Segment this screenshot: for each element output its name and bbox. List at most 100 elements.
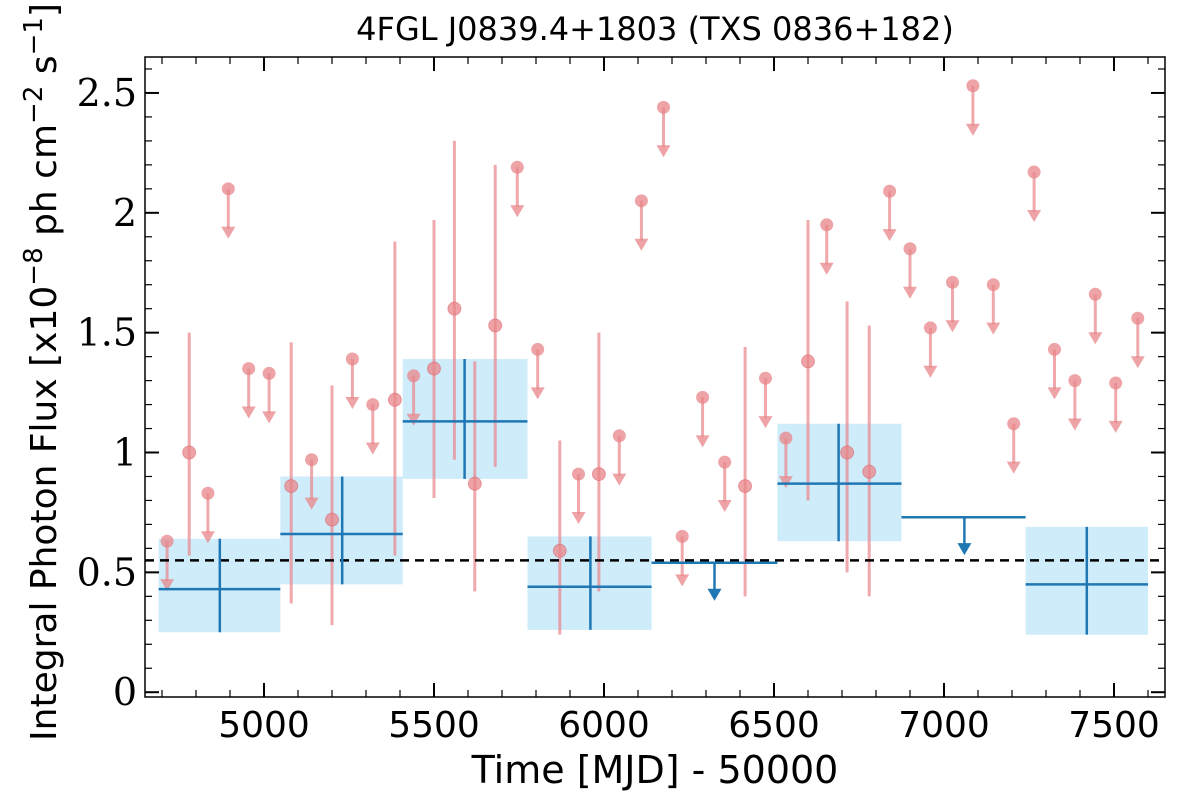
- x-tick-label: 5500: [388, 705, 480, 746]
- short-bin-point: [325, 512, 339, 527]
- short-bin-upper-limit-arrow: [510, 205, 525, 218]
- short-bin-point: [182, 445, 197, 460]
- short-bin-upper-limit-point: [779, 431, 793, 445]
- short-bin-upper-limit-arrow: [1027, 209, 1042, 222]
- short-bin-upper-limit-point: [242, 362, 256, 376]
- short-bin-upper-limit-point: [718, 455, 732, 469]
- y-axis-label-exponent: −1: [19, 17, 49, 55]
- y-tick-label: 0: [113, 670, 137, 714]
- y-tick-label: 0.5: [77, 550, 137, 594]
- short-bin-upper-limit-point: [572, 467, 585, 481]
- short-bin-upper-limit-arrow: [262, 411, 277, 424]
- short-bin-upper-limit-point: [1007, 417, 1021, 431]
- short-bin-upper-limit-point: [1109, 376, 1123, 390]
- x-tick-label: 7500: [1068, 705, 1160, 746]
- short-bin-upper-limit-arrow: [923, 365, 938, 378]
- short-bin-upper-limit-point: [675, 529, 689, 543]
- short-bin-point: [467, 476, 482, 491]
- short-bin-upper-limit-point: [657, 100, 670, 114]
- x-tick-label: 5000: [218, 705, 310, 746]
- short-bin-upper-limit-arrow: [1006, 461, 1021, 474]
- short-bin-upper-limit-point: [966, 79, 980, 93]
- y-tick-label: 1.5: [77, 311, 137, 355]
- short-bin-upper-limit-point: [305, 453, 319, 467]
- y-axis-label-part: Integral Photon Flux [x10: [24, 286, 65, 741]
- short-bin-upper-limit-point: [696, 390, 710, 404]
- short-bin-upper-limit-arrow: [819, 262, 834, 275]
- short-bin-upper-limit-point: [262, 366, 276, 380]
- short-bin-upper-limit-point: [612, 429, 626, 443]
- short-bin-upper-limit-arrow: [945, 320, 960, 333]
- short-bin-point: [552, 543, 567, 558]
- y-axis-label: Integral Photon Flux [x10−8 ph cm−2 s−1]: [19, 3, 65, 741]
- x-tick-label: 6500: [728, 705, 820, 746]
- x-axis-label: Time [MJD] - 50000: [471, 748, 839, 792]
- short-bin-upper-limit-arrow: [160, 579, 175, 592]
- short-bin-point: [284, 479, 299, 494]
- short-bin-point: [488, 318, 503, 333]
- short-bin-upper-limit-arrow: [612, 473, 627, 486]
- short-bin-point: [801, 354, 815, 369]
- short-bin-upper-limit-point: [1088, 287, 1102, 301]
- short-bin-upper-limit-arrow: [1067, 418, 1082, 431]
- short-bin-upper-limit-arrow: [717, 500, 732, 513]
- short-bin-upper-limit-point: [407, 369, 421, 383]
- short-bin-upper-limit-point: [510, 160, 524, 174]
- short-bin-upper-limit-point: [1048, 342, 1061, 356]
- short-bin-point: [840, 445, 855, 460]
- short-bin-upper-limit-arrow: [634, 238, 649, 251]
- short-bin-upper-limit-point: [759, 371, 772, 385]
- short-bin-upper-limit-arrow: [778, 476, 793, 489]
- short-bin-upper-limit-point: [1027, 165, 1041, 179]
- short-bin-upper-limit-point: [366, 398, 380, 412]
- short-bin-upper-limit-arrow: [530, 387, 545, 400]
- short-bin-upper-limit-point: [986, 278, 1000, 292]
- y-axis-label-part: s: [24, 55, 65, 85]
- short-bin-upper-limit-arrow: [304, 497, 319, 510]
- y-axis-label-part: ph cm: [24, 124, 65, 247]
- short-bin-upper-limit-arrow: [1130, 356, 1145, 369]
- short-bin-upper-limit-point: [201, 486, 215, 500]
- chart-title: 4FGL J0839.4+1803 (TXS 0836+182): [356, 10, 954, 48]
- short-bin-upper-limit-point: [531, 342, 545, 356]
- short-bin-upper-limit-arrow: [1108, 420, 1123, 433]
- short-bin-upper-limit-arrow: [758, 416, 773, 429]
- short-bin-upper-limit-arrow: [221, 226, 236, 239]
- short-bin-upper-limit-point: [1068, 374, 1082, 388]
- short-bin-upper-limit-arrow: [903, 286, 917, 299]
- short-bin-upper-limit-point: [160, 534, 174, 548]
- short-bin-upper-limit-point: [946, 275, 959, 289]
- short-bin-upper-limit-arrow: [200, 531, 215, 544]
- short-bin-point: [447, 301, 462, 316]
- short-bin-upper-limit-arrow: [365, 442, 380, 455]
- x-tick-label: 7000: [898, 705, 990, 746]
- short-bin-upper-limit-point: [345, 352, 359, 366]
- short-bin-upper-limit-arrow: [406, 413, 421, 426]
- short-bin-upper-limit-arrow: [1047, 387, 1062, 400]
- short-bin-upper-limit-arrow: [986, 322, 1001, 335]
- short-bin-upper-limit-arrow: [1088, 332, 1103, 345]
- short-bin-upper-limit-arrow: [882, 229, 897, 242]
- short-bin-point: [862, 464, 877, 479]
- short-bin-upper-limit-point: [1131, 311, 1145, 325]
- short-bin-upper-limit-arrow: [571, 512, 586, 525]
- long-bin-upper-limit-arrow: [707, 588, 722, 601]
- short-bin-upper-limit-arrow: [675, 574, 690, 587]
- short-bin-upper-limit-point: [820, 218, 834, 232]
- short-bin-upper-limit-point: [634, 194, 648, 208]
- short-bin-upper-limit-arrow: [965, 123, 980, 136]
- y-axis-label-exponent: −8: [19, 247, 49, 285]
- y-tick-label: 2: [113, 191, 137, 235]
- axes: 5000 5500 6000 6500 7000 7500 0 0.5 1 1.5 2 2.5: [77, 56, 1166, 746]
- short-bin-upper-limit-point: [903, 242, 917, 256]
- short-bin-upper-limit-arrow: [656, 145, 671, 158]
- y-tick-label: 2.5: [77, 71, 137, 115]
- short-bin-upper-limit-arrow: [241, 406, 256, 419]
- short-bin-upper-limit-point: [923, 321, 937, 335]
- plot-area: [145, 79, 1165, 635]
- long-bin-upper-limit-arrow: [957, 543, 972, 556]
- x-tick-label: 6000: [558, 705, 650, 746]
- plot-frame: [144, 56, 1166, 698]
- short-bin-upper-limit-arrow: [345, 396, 360, 409]
